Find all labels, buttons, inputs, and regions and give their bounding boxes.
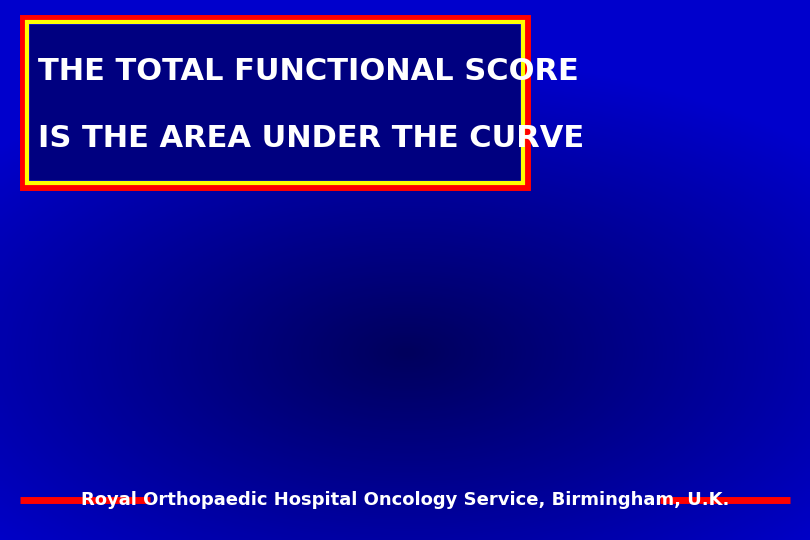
Text: IS THE AREA UNDER THE CURVE: IS THE AREA UNDER THE CURVE <box>38 124 584 153</box>
Bar <box>23 18 527 187</box>
Bar <box>27 22 523 183</box>
Text: Royal Orthopaedic Hospital Oncology Service, Birmingham, U.K.: Royal Orthopaedic Hospital Oncology Serv… <box>81 491 729 509</box>
Bar <box>30 25 520 180</box>
Text: THE TOTAL FUNCTIONAL SCORE: THE TOTAL FUNCTIONAL SCORE <box>38 57 579 86</box>
